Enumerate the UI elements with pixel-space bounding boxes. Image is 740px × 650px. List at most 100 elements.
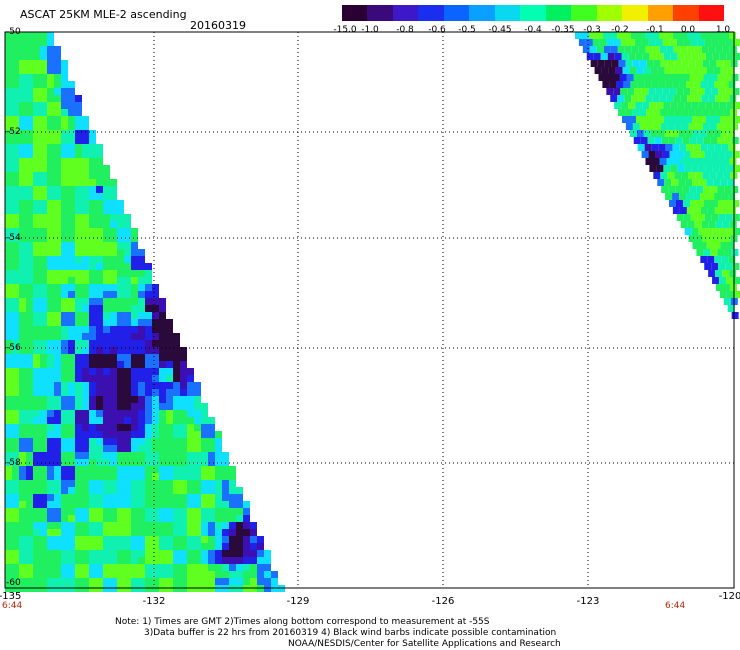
swath-pixel <box>688 235 696 242</box>
swath-pixel <box>236 543 243 550</box>
swath-pixel <box>686 144 694 151</box>
swath-pixel <box>26 333 33 340</box>
swath-pixel <box>180 536 187 543</box>
swath-pixel <box>61 291 68 298</box>
swath-pixel <box>96 200 103 207</box>
swath-pixel <box>717 249 725 256</box>
swath-pixel <box>708 46 716 53</box>
colorbar-swatch <box>469 5 495 21</box>
swath-pixel <box>47 340 54 347</box>
swath-pixel <box>68 473 75 480</box>
swath-pixel <box>61 529 68 536</box>
swath-pixel <box>131 235 138 242</box>
swath-pixel <box>68 382 75 389</box>
swath-pixel <box>727 242 735 249</box>
colorbar-swatch <box>443 5 470 21</box>
swath-pixel <box>124 487 131 494</box>
swath-pixel <box>679 207 687 214</box>
swath-pixel <box>173 501 180 508</box>
swath-pixel <box>19 445 26 452</box>
swath-pixel <box>201 557 208 564</box>
swath-pixel <box>159 571 166 578</box>
swath-pixel <box>236 515 243 522</box>
swath-pixel <box>110 550 117 557</box>
swath-pixel <box>82 151 89 158</box>
swath-pixel <box>12 228 19 235</box>
swath-pixel <box>679 81 687 88</box>
swath-pixel <box>131 536 138 543</box>
swath-pixel <box>68 151 75 158</box>
swath-pixel <box>639 60 647 67</box>
swath-pixel <box>159 578 166 585</box>
swath-pixel <box>575 32 582 39</box>
swath-pixel <box>649 116 657 123</box>
colorbar-label: -0.2 <box>611 25 629 35</box>
lat-tick-54: -54 <box>6 233 21 243</box>
swath-pixel <box>82 193 89 200</box>
swath-pixel <box>47 67 54 74</box>
swath-pixel <box>26 144 33 151</box>
swath-pixel <box>720 242 728 249</box>
swath-pixel <box>733 277 740 284</box>
swath-pixel <box>68 95 75 102</box>
swath-pixel <box>33 67 40 74</box>
swath-pixel <box>68 305 75 312</box>
swath-pixel <box>236 494 243 501</box>
swath-pixel <box>12 53 19 60</box>
swath-pixel <box>110 529 117 536</box>
swath-pixel <box>698 53 706 60</box>
swath-pixel <box>717 137 725 144</box>
swath-pixel <box>68 445 75 452</box>
swath-pixel <box>54 263 61 270</box>
swath-pixel <box>180 361 187 368</box>
swath-pixel <box>187 368 194 375</box>
swath-pixel <box>19 515 26 522</box>
swath-pixel <box>208 438 215 445</box>
swath-pixel <box>719 116 727 123</box>
swath-pixel <box>131 361 138 368</box>
swath-pixel <box>180 508 187 515</box>
swath-pixel <box>728 144 736 151</box>
swath-pixel <box>40 214 47 221</box>
swath-pixel <box>96 291 103 298</box>
swath-pixel <box>131 473 138 480</box>
swath-pixel <box>47 53 54 60</box>
swath-pixel <box>103 242 110 249</box>
swath-pixel <box>654 137 662 144</box>
swath-pixel <box>264 578 271 585</box>
swath-pixel <box>68 543 75 550</box>
swath-pixel <box>131 298 138 305</box>
swath-pixel <box>103 438 110 445</box>
swath-pixel <box>12 361 19 368</box>
swath-pixel <box>208 515 215 522</box>
swath-pixel <box>166 508 173 515</box>
swath-pixel <box>75 228 82 235</box>
swath-pixel <box>19 508 26 515</box>
swath-pixel <box>229 508 236 515</box>
swath-pixel <box>635 102 643 109</box>
swath-pixel <box>40 550 47 557</box>
swath-pixel <box>631 95 639 102</box>
swath-pixel <box>173 529 180 536</box>
swath-pixel <box>117 452 124 459</box>
swath-pixel <box>82 263 89 270</box>
swath-pixel <box>688 60 696 67</box>
swath-pixel <box>5 389 12 396</box>
swath-pixel <box>40 543 47 550</box>
swath-pixel <box>717 74 725 81</box>
swath-pixel <box>61 88 68 95</box>
swath-pixel <box>75 396 82 403</box>
swath-pixel <box>110 417 117 424</box>
swath-pixel <box>124 256 131 263</box>
swath-pixel <box>110 508 117 515</box>
swath-pixel <box>12 179 19 186</box>
swath-pixel <box>110 536 117 543</box>
swath-pixel <box>75 165 82 172</box>
swath-pixel <box>89 354 96 361</box>
colorbar-label: -0.45 <box>488 25 512 35</box>
swath-pixel <box>145 424 152 431</box>
swath-pixel <box>729 46 737 53</box>
swath-pixel <box>110 494 117 501</box>
swath-pixel <box>666 95 674 102</box>
swath-pixel <box>691 53 699 60</box>
